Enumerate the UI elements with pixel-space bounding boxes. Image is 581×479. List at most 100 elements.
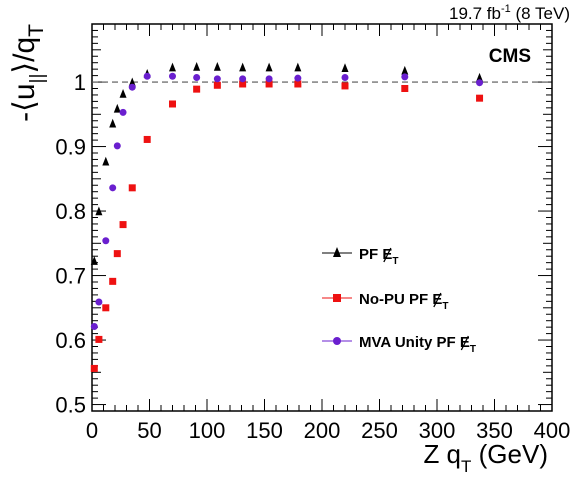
y-tick-label: 0.5	[55, 393, 86, 418]
nopu-pf-met-point	[102, 304, 110, 312]
nopu-pf-met-point	[169, 100, 176, 108]
x-tick-label: 50	[137, 418, 161, 443]
y-axis-title-sub1: ||	[27, 74, 48, 84]
x-axis-title: Z qT (GeV)	[423, 439, 548, 476]
mva-unity-pf-met-point	[476, 79, 484, 87]
legend-met-slash	[433, 292, 442, 308]
nopu-pf-met-point	[109, 277, 117, 285]
legend-marker	[333, 294, 341, 302]
pf-met-point	[193, 61, 201, 71]
x-tick-label: 0	[86, 418, 98, 443]
x-tick-label: 150	[246, 418, 283, 443]
lumi-label: 19.7 fb-1 (8 TeV)	[449, 3, 570, 23]
nopu-pf-met-point	[265, 80, 273, 88]
pf-met-point	[119, 89, 127, 98]
pf-met-point	[294, 62, 302, 72]
pf-met-point	[476, 72, 484, 82]
x-tick-label: 200	[304, 418, 341, 443]
pf-met-point	[109, 118, 117, 128]
nopu-pf-met-point	[95, 335, 103, 343]
nopu-pf-met-point	[213, 81, 221, 89]
legend-series-name: MVA Unity PF	[359, 334, 460, 351]
pf-met-point	[102, 156, 110, 166]
data-points	[90, 61, 484, 372]
pf-met-point	[341, 63, 349, 73]
x-axis-title-main: Z q	[423, 439, 461, 469]
legend-label: MVA Unity PF ET	[359, 334, 476, 355]
legend-met-slash	[460, 335, 469, 351]
legend-marker	[333, 247, 341, 257]
nopu-pf-met-point	[341, 82, 349, 90]
pf-met-point	[113, 103, 121, 113]
lumi-exponent: -1	[501, 3, 511, 15]
legend-series-name: PF	[359, 246, 382, 263]
mva-unity-pf-met-point	[119, 108, 127, 116]
legend-entry-nopu: No-PU PF ET	[322, 291, 448, 312]
mva-unity-pf-met-point	[128, 83, 136, 91]
mva-unity-pf-met-point	[109, 184, 117, 192]
y-axis-title: -⟨u||⟩/qT	[8, 24, 48, 122]
pf-met-point	[265, 62, 273, 72]
pf-met-point	[90, 256, 98, 265]
y-tick-label: 0.7	[55, 264, 86, 289]
pf-met-point	[213, 61, 221, 71]
nopu-pf-met-point	[476, 94, 484, 102]
x-axis-title-unit: (GeV)	[471, 439, 548, 469]
mva-unity-pf-met-point	[341, 74, 349, 82]
y-tick-label: 1	[74, 70, 86, 95]
legend-label: PF ET	[359, 246, 398, 267]
y-axis-title-sub2: T	[25, 24, 48, 37]
y-tick-label: 0.9	[55, 135, 86, 160]
pf-met-point	[401, 65, 409, 75]
mva-unity-pf-met-point	[90, 323, 98, 331]
legend-met-sub: T	[442, 301, 448, 312]
mva-unity-pf-met-point	[143, 72, 151, 80]
nopu-pf-met-point	[143, 135, 151, 143]
lumi-value: 19.7 fb	[449, 4, 501, 23]
legend-met-slash	[383, 247, 392, 263]
mva-unity-pf-met-point	[294, 74, 302, 82]
legend-label: No-PU PF ET	[359, 291, 448, 312]
mva-unity-pf-met-point	[193, 74, 201, 82]
nopu-pf-met-point	[119, 221, 127, 229]
legend-entry-mva: MVA Unity PF ET	[322, 334, 476, 355]
x-tick-label: 100	[189, 418, 226, 443]
y-tick-label: 0.8	[55, 199, 86, 224]
legend: PF ET No-PU PF ET MVA Unity PF ET	[322, 246, 476, 355]
legend-met-sub: T	[470, 344, 476, 355]
nopu-pf-met-point	[113, 250, 121, 258]
y-axis-title-mid: ⟩/q	[8, 37, 41, 74]
pf-met-point	[128, 77, 136, 87]
mva-unity-pf-met-point	[169, 72, 176, 80]
nopu-pf-met-point	[193, 85, 201, 93]
mva-unity-pf-met-point	[113, 142, 121, 150]
x-tick-label: 300	[419, 418, 456, 443]
legend-entry-pf: PF ET	[322, 246, 398, 267]
nopu-pf-met-point	[128, 184, 136, 192]
mva-unity-pf-met-point	[213, 75, 221, 83]
x-tick-label: 350	[476, 418, 513, 443]
legend-met-sub: T	[392, 256, 398, 267]
mva-unity-pf-met-point	[102, 237, 110, 245]
y-axis-title-lead: -⟨u	[8, 83, 41, 121]
nopu-pf-met-point	[294, 80, 302, 88]
pf-met-point	[95, 206, 103, 216]
legend-marker	[333, 337, 341, 345]
x-tick-label: 400	[534, 418, 571, 443]
mva-unity-pf-met-point	[265, 75, 273, 83]
experiment-label: CMS	[489, 46, 531, 67]
pf-met-point	[169, 62, 176, 72]
x-axis-title-sub: T	[461, 457, 471, 476]
nopu-pf-met-point	[239, 80, 247, 88]
x-tick-label: 250	[361, 418, 398, 443]
legend-series-name: No-PU PF	[359, 291, 432, 308]
mva-unity-pf-met-point	[401, 73, 409, 81]
y-tick-label: 0.6	[55, 328, 86, 353]
nopu-pf-met-point	[90, 364, 98, 372]
nopu-pf-met-point	[401, 85, 409, 92]
mva-unity-pf-met-point	[239, 75, 247, 83]
pf-met-point	[239, 62, 247, 72]
lumi-energy: (8 TeV)	[511, 4, 570, 23]
mva-unity-pf-met-point	[95, 298, 103, 306]
